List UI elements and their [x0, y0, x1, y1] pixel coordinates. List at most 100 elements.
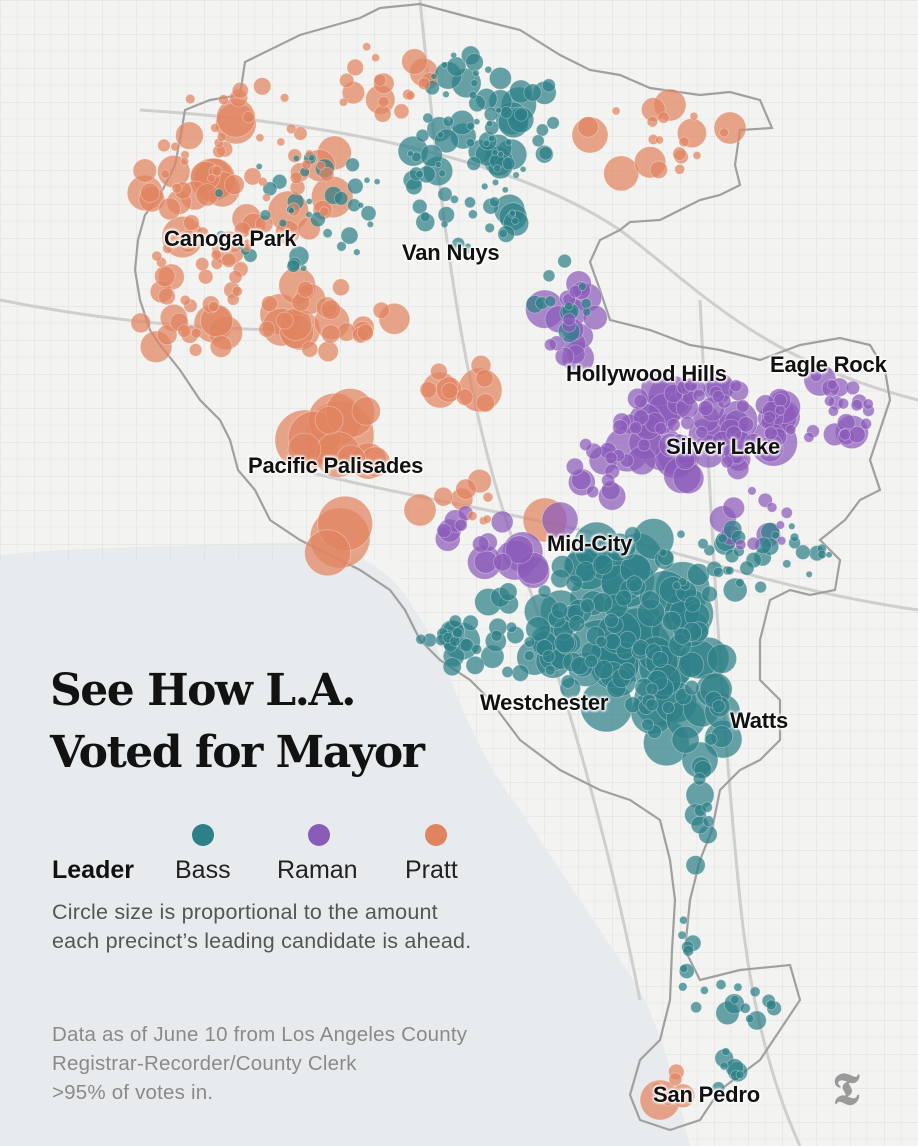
- precinct-bubble: [401, 48, 428, 75]
- precinct-bubble: [449, 194, 459, 204]
- precinct-bubble: [785, 424, 797, 436]
- precinct-bubble: [206, 173, 216, 183]
- source-note-line-3: >95% of votes in.: [52, 1081, 214, 1104]
- precinct-bubble: [765, 999, 777, 1011]
- precinct-bubble: [472, 69, 480, 77]
- precinct-bubble: [309, 211, 326, 228]
- precinct-bubble: [493, 552, 512, 572]
- precinct-bubble: [320, 299, 342, 320]
- precinct-bubble: [685, 855, 706, 876]
- precinct-bubble: [300, 264, 308, 272]
- precinct-bubble: [645, 698, 659, 712]
- precinct-bubble: [253, 77, 272, 96]
- precinct-bubble: [419, 381, 437, 399]
- precinct-bubble: [314, 405, 344, 435]
- precinct-bubble: [216, 131, 227, 142]
- precinct-bubble: [749, 986, 761, 998]
- precinct-bubble: [692, 151, 702, 160]
- precinct-bubble: [579, 598, 595, 614]
- precinct-bubble: [495, 106, 502, 114]
- precinct-bubble: [209, 335, 233, 358]
- precinct-bubble: [434, 161, 442, 168]
- precinct-bubble: [130, 312, 152, 334]
- precinct-bubble: [242, 110, 255, 124]
- precinct-bubble: [468, 90, 478, 100]
- precinct-bubble: [586, 485, 600, 499]
- precinct-bubble: [373, 178, 381, 186]
- precinct-bubble: [523, 650, 535, 662]
- precinct-bubble: [565, 574, 583, 592]
- place-label-eagle-rock: Eagle Rock: [770, 352, 887, 377]
- source-note-line-2: Registrar-Recorder/County Clerk: [52, 1052, 357, 1075]
- size-note-line-2: each precinct’s leading candidate is ahe…: [52, 929, 472, 953]
- precinct-bubble: [544, 338, 557, 352]
- precinct-bubble: [262, 193, 271, 203]
- precinct-bubble: [505, 621, 518, 633]
- precinct-bubble: [197, 269, 214, 285]
- precinct-bubble: [721, 1047, 731, 1057]
- precinct-bubble: [725, 425, 743, 442]
- precinct-bubble: [218, 94, 229, 105]
- precinct-bubble: [353, 248, 361, 256]
- precinct-bubble: [475, 369, 494, 388]
- precinct-bubble: [289, 171, 303, 185]
- precinct-bubble: [405, 90, 416, 101]
- precinct-bubble: [257, 176, 268, 187]
- precinct-bubble: [535, 123, 549, 137]
- precinct-bubble: [301, 159, 312, 170]
- precinct-bubbles: [126, 42, 875, 1121]
- precinct-bubble: [438, 169, 447, 178]
- precinct-bubble: [293, 126, 308, 141]
- place-label-westchester: Westchester: [480, 690, 609, 715]
- precinct-bubble: [675, 449, 696, 471]
- precinct-bubble: [826, 379, 838, 391]
- precinct-bubble: [210, 249, 222, 261]
- precinct-bubble: [345, 157, 360, 173]
- precinct-bubble: [649, 160, 668, 179]
- precinct-bubble: [538, 146, 553, 161]
- precinct-bubble: [747, 486, 757, 496]
- precinct-bubble: [346, 58, 364, 77]
- precinct-bubble: [430, 72, 438, 80]
- precinct-bubble: [661, 611, 682, 631]
- precinct-bubble: [862, 398, 874, 410]
- precinct-bubble: [682, 944, 695, 957]
- precinct-bubble: [560, 674, 576, 689]
- precinct-bubble: [637, 438, 651, 452]
- place-label-san-pedro: San Pedro: [653, 1082, 761, 1107]
- precinct-bubble: [371, 53, 381, 63]
- precinct-bubble: [360, 205, 377, 222]
- precinct-bubble: [467, 209, 478, 220]
- precinct-bubble: [701, 801, 713, 813]
- precinct-bubble: [482, 139, 491, 148]
- precinct-bubble: [171, 182, 183, 194]
- precinct-bubble: [678, 982, 688, 992]
- source-note-line-1: Data as of June 10 from Los Angeles Coun…: [52, 1023, 468, 1046]
- precinct-bubble: [415, 633, 427, 645]
- precinct-bubble: [725, 565, 735, 576]
- precinct-bubble: [557, 253, 572, 269]
- precinct-bubble: [544, 295, 557, 308]
- legend-label-bass: Bass: [175, 856, 231, 884]
- precinct-bubble: [690, 1001, 702, 1014]
- precinct-bubble: [780, 506, 793, 519]
- precinct-bubble: [170, 141, 181, 152]
- place-label-canoga-park: Canoga Park: [164, 226, 297, 251]
- precinct-bubble: [419, 211, 431, 223]
- precinct-bubble: [140, 182, 161, 203]
- precinct-bubble: [692, 388, 706, 402]
- precinct-bubble: [279, 93, 290, 103]
- ocean: [0, 542, 690, 1146]
- precinct-bubble: [668, 1072, 683, 1087]
- precinct-bubble: [746, 536, 761, 551]
- precinct-bubble: [717, 533, 728, 544]
- precinct-bubble: [720, 455, 734, 469]
- precinct-bubble: [711, 390, 725, 403]
- precinct-bubble: [304, 529, 352, 577]
- precinct-bubble: [415, 169, 424, 179]
- legend-label-pratt: Pratt: [405, 856, 458, 884]
- precinct-bubble: [848, 425, 866, 444]
- headline-line-2: Voted for Mayor: [50, 727, 425, 778]
- legend-dot-bass: [192, 824, 214, 846]
- precinct-bubble: [692, 772, 707, 786]
